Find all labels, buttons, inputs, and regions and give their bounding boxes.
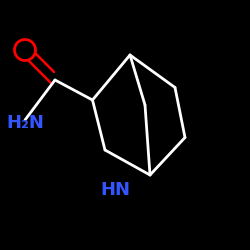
Circle shape — [14, 40, 36, 60]
Text: HN: HN — [100, 181, 130, 199]
Text: H₂N: H₂N — [6, 114, 44, 132]
